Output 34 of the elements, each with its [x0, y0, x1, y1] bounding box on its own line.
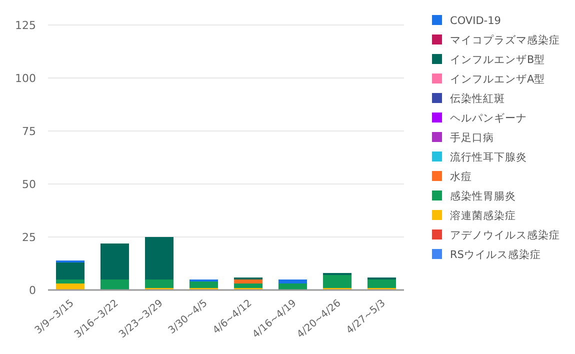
y-tick-label: 100: [15, 72, 36, 85]
bar: [234, 284, 262, 288]
legend-label: 手足口病: [450, 131, 494, 144]
legend-label: アデノウイルス感染症: [450, 228, 560, 242]
bar: [190, 279, 218, 282]
y-tick-label: 50: [22, 178, 36, 191]
bar: [100, 243, 129, 280]
bar: [190, 282, 218, 288]
legend-label: 伝染性紅斑: [450, 92, 505, 105]
legend-label: インフルエンザB型: [450, 54, 546, 66]
bar: [323, 275, 352, 288]
legend-label: RSウイルス感染症: [450, 248, 541, 261]
bar: [234, 279, 262, 284]
bar: [100, 279, 129, 290]
legend-label: マイコプラズマ感染症: [450, 34, 560, 46]
legend-label: インフルエンザA型: [450, 74, 546, 86]
legend-label: 溶連菌感染症: [450, 209, 516, 222]
legend-label: COVID-19: [450, 15, 501, 27]
bar: [56, 262, 84, 280]
bar: [145, 237, 174, 280]
bar: [145, 279, 174, 288]
bar: [278, 284, 307, 290]
y-tick-label: 75: [22, 125, 36, 138]
y-tick-label: 0: [29, 284, 36, 297]
bar: [56, 279, 84, 284]
legend-label: 水痘: [450, 170, 472, 183]
y-tick-label: 25: [22, 231, 36, 244]
legend-label: ヘルパンギーナ: [450, 112, 527, 124]
bar: [278, 279, 307, 284]
legend-label: 流行性耳下腺炎: [450, 150, 527, 164]
bar: [368, 279, 396, 288]
bar: [56, 284, 84, 290]
y-tick-label: 125: [15, 19, 36, 32]
legend-label: 感染性胃腸炎: [450, 190, 516, 202]
